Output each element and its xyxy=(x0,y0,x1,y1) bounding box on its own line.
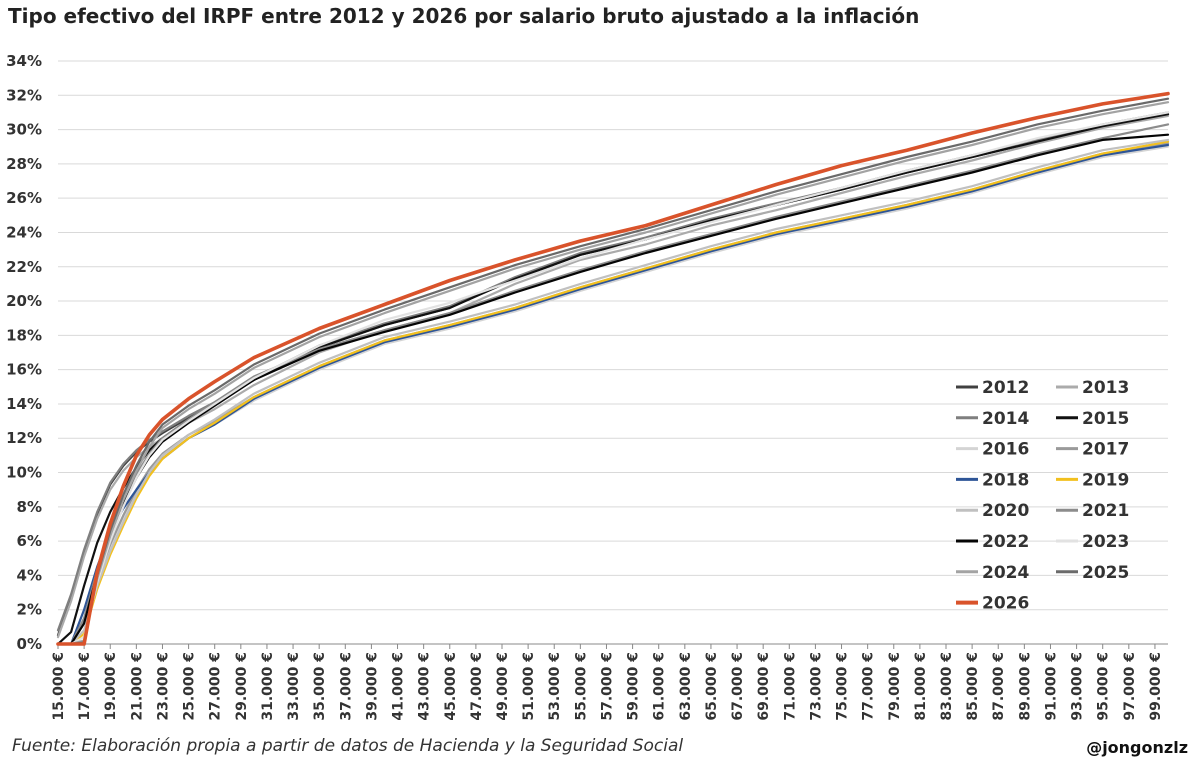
legend-label-2025: 2025 xyxy=(1082,563,1129,583)
y-tick-label: 30% xyxy=(6,121,42,139)
x-tick-label: 43.000 € xyxy=(417,652,433,721)
x-tick-label: 91.000 € xyxy=(1043,652,1059,721)
y-tick-label: 14% xyxy=(6,395,42,413)
x-tick-label: 21.000 € xyxy=(129,652,145,721)
x-tick-label: 19.000 € xyxy=(103,652,119,721)
y-tick-label: 28% xyxy=(6,155,42,173)
x-tick-label: 71.000 € xyxy=(782,652,798,721)
x-tick-label: 99.000 € xyxy=(1148,652,1164,721)
series-line-2019 xyxy=(56,140,1170,646)
x-tick-label: 35.000 € xyxy=(312,652,328,721)
legend-label-2023: 2023 xyxy=(1082,532,1129,552)
x-tick-label: 39.000 € xyxy=(364,652,380,721)
y-tick-label: 20% xyxy=(6,292,42,310)
legend-label-2014: 2014 xyxy=(982,409,1029,429)
x-tick-label: 67.000 € xyxy=(730,652,746,721)
y-tick-label: 18% xyxy=(6,326,42,344)
y-tick-label: 22% xyxy=(6,258,42,276)
x-tick-label: 95.000 € xyxy=(1096,652,1112,721)
x-tick-label: 23.000 € xyxy=(155,652,171,721)
x-tick-label: 81.000 € xyxy=(913,652,929,721)
x-tick-label: 85.000 € xyxy=(965,652,981,721)
series-line-2023 xyxy=(56,111,1170,646)
x-tick-label: 41.000 € xyxy=(391,652,407,721)
x-tick-label: 79.000 € xyxy=(887,652,903,721)
author-handle: @jongonzlz xyxy=(1086,738,1188,757)
x-tick-label: 29.000 € xyxy=(234,652,250,721)
x-tick-label: 89.000 € xyxy=(1017,652,1033,721)
x-tick-label: 75.000 € xyxy=(835,652,851,721)
legend: 2012 2013 2014 2015 2016 2017 2018 2019 2020 2021… xyxy=(956,378,1129,614)
x-tick-label: 51.000 € xyxy=(521,652,537,721)
chart-title: Tipo efectivo del IRPF entre 2012 y 2026… xyxy=(8,4,920,28)
x-tick-label: 31.000 € xyxy=(260,652,276,721)
legend-label-2021: 2021 xyxy=(1082,501,1129,521)
x-axis-ticks: 15.000 € 17.000 € 19.000 € 21.000 € 23.000 €… xyxy=(51,644,1164,721)
series-lines xyxy=(56,91,1170,646)
y-tick-label: 4% xyxy=(17,566,42,584)
legend-label-2022: 2022 xyxy=(982,532,1029,552)
x-tick-label: 47.000 € xyxy=(469,652,485,721)
x-tick-label: 59.000 € xyxy=(626,652,642,721)
x-tick-label: 63.000 € xyxy=(678,652,694,721)
x-tick-label: 25.000 € xyxy=(182,652,198,721)
x-tick-label: 65.000 € xyxy=(704,652,720,721)
x-tick-label: 87.000 € xyxy=(991,652,1007,721)
series-line-2015 xyxy=(56,113,1170,646)
x-tick-label: 33.000 € xyxy=(286,652,302,721)
x-tick-label: 15.000 € xyxy=(51,652,67,721)
series-line-2020 xyxy=(56,138,1170,646)
legend-label-2020: 2020 xyxy=(982,501,1029,521)
y-tick-label: 2% xyxy=(17,601,42,619)
source-note: Fuente: Elaboración propia a partir de d… xyxy=(12,736,684,756)
x-tick-label: 55.000 € xyxy=(573,652,589,721)
x-tick-label: 93.000 € xyxy=(1070,652,1086,721)
series-line-2025 xyxy=(56,97,1170,646)
grid-lines xyxy=(58,60,1168,611)
x-tick-label: 73.000 € xyxy=(808,652,824,721)
series-line-2016 xyxy=(56,145,1170,646)
x-tick-label: 83.000 € xyxy=(939,652,955,721)
y-axis-ticks: 0% 2% 4% 6% 8% 10% 12% 14% 16% 18% 20% 22% 24% 26% 28%… xyxy=(6,52,42,653)
x-tick-label: 77.000 € xyxy=(861,652,877,721)
y-tick-label: 26% xyxy=(6,189,42,207)
x-tick-label: 57.000 € xyxy=(599,652,615,721)
series-line-2024 xyxy=(56,101,1170,646)
x-tick-label: 17.000 € xyxy=(77,652,93,721)
series-line-2026 xyxy=(56,91,1170,646)
legend-label-2017: 2017 xyxy=(1082,440,1129,460)
legend-label-2019: 2019 xyxy=(1082,470,1129,490)
y-tick-label: 16% xyxy=(6,361,42,379)
series-line-2014 xyxy=(56,111,1170,632)
legend-label-2013: 2013 xyxy=(1082,378,1129,398)
x-tick-label: 53.000 € xyxy=(547,652,563,721)
y-tick-label: 10% xyxy=(6,464,42,482)
x-tick-label: 27.000 € xyxy=(208,652,224,721)
legend-label-2024: 2024 xyxy=(982,563,1029,583)
x-tick-label: 37.000 € xyxy=(338,652,354,721)
y-tick-label: 6% xyxy=(17,532,42,550)
y-tick-label: 32% xyxy=(6,86,42,104)
y-tick-label: 34% xyxy=(6,52,42,70)
legend-label-2016: 2016 xyxy=(982,440,1029,460)
x-tick-label: 69.000 € xyxy=(756,652,772,721)
x-tick-label: 61.000 € xyxy=(652,652,668,721)
legend-label-2018: 2018 xyxy=(982,470,1029,490)
legend-label-2012: 2012 xyxy=(982,378,1029,398)
y-tick-label: 12% xyxy=(6,429,42,447)
x-tick-label: 45.000 € xyxy=(443,652,459,721)
x-tick-label: 49.000 € xyxy=(495,652,511,721)
y-tick-label: 8% xyxy=(17,498,42,516)
y-tick-label: 24% xyxy=(6,223,42,241)
y-tick-label: 0% xyxy=(17,635,42,653)
legend-label-2015: 2015 xyxy=(1082,409,1129,429)
x-tick-label: 97.000 € xyxy=(1122,652,1138,721)
legend-label-2026: 2026 xyxy=(982,594,1029,614)
